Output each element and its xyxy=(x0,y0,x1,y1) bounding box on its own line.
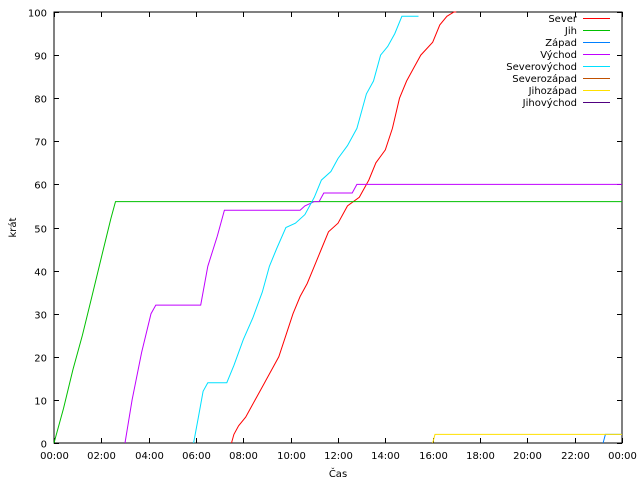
x-tick-label: 16:00 xyxy=(419,451,448,462)
series-line-7 xyxy=(432,433,622,444)
x-tick-label: 22:00 xyxy=(561,451,590,462)
x-tick-label: 04:00 xyxy=(135,451,164,462)
legend-label: Jihovýchod xyxy=(522,97,577,109)
x-tick-label: 02:00 xyxy=(87,451,116,462)
x-tick-label: 14:00 xyxy=(371,451,400,462)
y-tick-label: 0 xyxy=(41,440,47,451)
x-tick-label: 00:00 xyxy=(40,451,69,462)
x-tick-label: 20:00 xyxy=(513,451,542,462)
y-tick-label: 70 xyxy=(34,138,47,149)
legend-label: Severozápad xyxy=(512,73,577,85)
y-tick-label: 60 xyxy=(34,181,47,192)
axes-layer: 00:00 02:00 04:00 06:00 08:00 10:00 12:00 14:00… xyxy=(28,9,637,463)
legend: SeverJihZápadVýchodSeverovýchodSeverozáp… xyxy=(506,14,610,109)
series-line-2 xyxy=(53,201,622,444)
y-tick-label: 40 xyxy=(34,268,47,279)
x-tick-label: 10:00 xyxy=(277,451,306,462)
y-axis-label: krát xyxy=(7,217,19,237)
x-tick-label: 00:00 xyxy=(608,451,637,462)
series-line-4 xyxy=(124,183,622,444)
y-tick-label: 100 xyxy=(28,9,47,20)
x-tick-label: 18:00 xyxy=(466,451,495,462)
y-tick-label: 30 xyxy=(34,311,47,322)
x-tick-label: 08:00 xyxy=(229,451,258,462)
series-layer xyxy=(53,11,622,444)
legend-label: Východ xyxy=(540,49,577,61)
x-tick-label: 12:00 xyxy=(324,451,353,462)
series-line-5 xyxy=(193,15,419,444)
legend-label: Jih xyxy=(564,26,577,37)
legend-label: Západ xyxy=(545,37,577,49)
legend-label: Sever xyxy=(548,14,578,25)
legend-label: Severovýchod xyxy=(506,61,577,73)
x-axis-label: Čas xyxy=(329,467,347,480)
y-tick-label: 50 xyxy=(34,225,47,236)
x-tick-label: 06:00 xyxy=(182,451,211,462)
series-line-1 xyxy=(231,11,457,444)
legend-label: Jihozápad xyxy=(528,85,577,97)
y-tick-label: 20 xyxy=(34,354,47,365)
y-tick-label: 80 xyxy=(34,95,47,106)
y-tick-label: 90 xyxy=(34,52,47,63)
y-tick-label: 10 xyxy=(34,397,47,408)
